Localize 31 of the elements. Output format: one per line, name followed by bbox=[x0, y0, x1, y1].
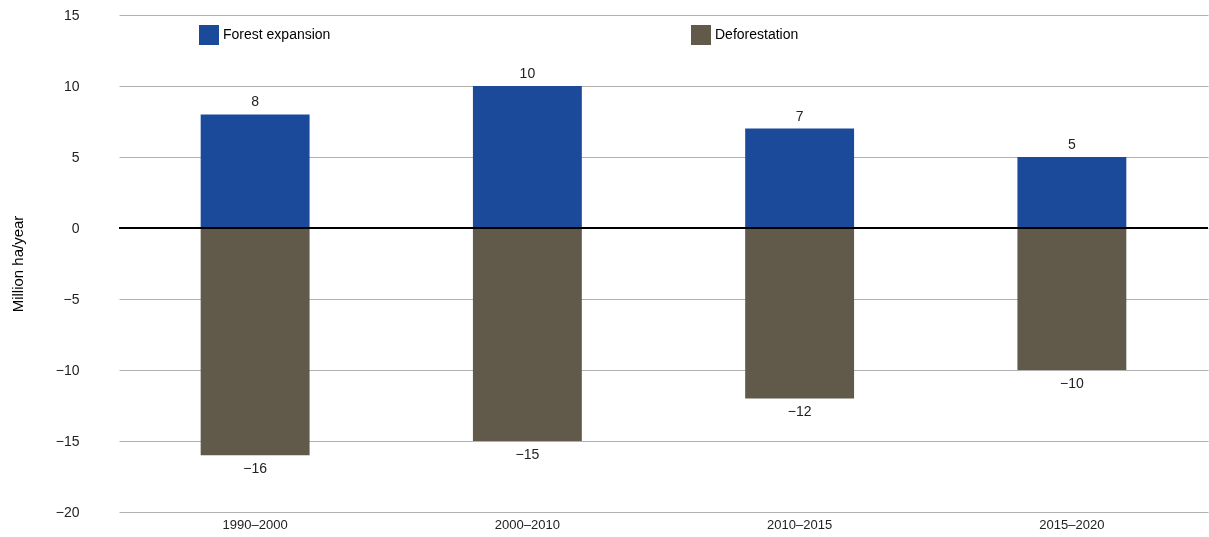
x-tick-label: 2000–2010 bbox=[494, 516, 560, 532]
y-tick-label: −20 bbox=[55, 503, 80, 520]
x-tick-label: 2010–2015 bbox=[767, 516, 833, 532]
data-label: 5 bbox=[1067, 136, 1076, 152]
data-label: 7 bbox=[795, 107, 804, 124]
bar bbox=[200, 228, 310, 456]
x-tick-label: 1990–2000 bbox=[222, 516, 288, 532]
y-tick-label: −5 bbox=[63, 290, 80, 307]
data-label: −12 bbox=[787, 403, 812, 420]
y-tick-label: −15 bbox=[55, 432, 80, 449]
bar bbox=[200, 114, 310, 228]
data-label: 10 bbox=[519, 65, 536, 81]
bar bbox=[472, 86, 582, 228]
y-tick-label: −10 bbox=[55, 361, 80, 378]
y-tick-label: 10 bbox=[63, 77, 80, 94]
y-tick-label: 0 bbox=[71, 219, 80, 236]
bar bbox=[745, 228, 855, 399]
bar bbox=[1017, 228, 1127, 370]
legend-label: Deforestation bbox=[715, 26, 799, 42]
data-label: 8 bbox=[251, 93, 260, 110]
bar bbox=[1017, 157, 1127, 228]
x-tick-label: 2015–2020 bbox=[1039, 516, 1105, 532]
y-axis-title: Million ha/year bbox=[8, 215, 26, 313]
data-label: −15 bbox=[515, 446, 540, 462]
bar bbox=[472, 228, 582, 441]
data-label: −10 bbox=[1060, 375, 1084, 391]
legend-label: Forest expansion bbox=[223, 26, 331, 42]
data-label: −16 bbox=[243, 460, 268, 477]
y-tick-label: 15 bbox=[63, 6, 80, 23]
y-tick-label: 5 bbox=[71, 148, 80, 165]
bar bbox=[745, 128, 855, 228]
